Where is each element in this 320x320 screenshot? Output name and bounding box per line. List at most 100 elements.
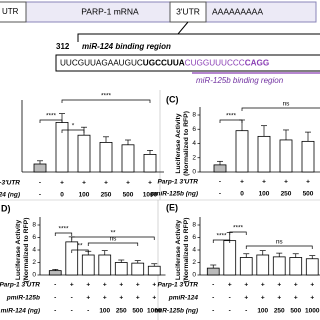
error-bar	[283, 129, 289, 140]
row-label: Parp-1 3'UTR	[0, 282, 40, 289]
bracket	[77, 21, 189, 42]
significance-label: *	[72, 123, 75, 130]
row-cell: 0	[60, 192, 64, 199]
bar	[279, 139, 293, 173]
utr5-box	[0, 1, 27, 23]
row-cell: +	[284, 179, 288, 186]
row-cell: +	[152, 295, 156, 302]
row-cell: -	[71, 308, 73, 315]
row-cell: 500	[290, 308, 301, 315]
error-bar	[217, 160, 223, 165]
y-axis-label: (Normalized to RFP)	[183, 111, 190, 176]
row-cell: +	[103, 295, 107, 302]
row-cell: +	[244, 295, 248, 302]
error-bar	[125, 139, 131, 145]
row-cell: +	[244, 282, 248, 289]
significance-bracket	[54, 232, 73, 236]
utr5-label: UTR	[2, 7, 19, 16]
bar	[239, 257, 253, 276]
row-cell: +	[310, 282, 314, 289]
row-cell: -	[229, 295, 231, 302]
row-cell: -	[87, 308, 89, 315]
mir124-region: miR-124 binding region	[82, 42, 171, 51]
row-cell: +	[277, 282, 281, 289]
row-cell: +	[306, 179, 310, 186]
significance-bracket	[245, 245, 313, 249]
error-bar	[261, 125, 267, 137]
y-tick-label: 8	[32, 222, 36, 229]
bar	[33, 163, 47, 173]
y-tick-label: 2	[192, 259, 196, 266]
row-cell: +	[152, 282, 156, 289]
row-cell: 100	[257, 308, 268, 315]
significance-label: ****	[226, 113, 237, 120]
significance-label: ns	[276, 239, 284, 246]
error-bar	[118, 259, 125, 263]
bar	[99, 141, 113, 173]
significance-bracket	[61, 99, 151, 103]
significance-bracket	[219, 119, 243, 123]
significance-label: ****	[101, 93, 112, 100]
sequence-part: CAGG	[245, 59, 270, 68]
row-cell: 1000	[147, 308, 162, 315]
sequence: UUCGUUAGAAUGUCUGCCUUACUGGUUUCCCCAGG	[60, 59, 269, 68]
row-cell: +	[240, 179, 244, 186]
sequence-part: CUGGUUUCCC	[185, 59, 245, 68]
error-bar	[243, 253, 250, 258]
row-cell: 100	[99, 308, 110, 315]
row-label: pmiR-125b (ng)	[150, 191, 198, 198]
row-cell: -	[212, 282, 214, 289]
significance-label: ****	[58, 226, 69, 233]
error-bar	[134, 260, 141, 264]
row-cell: -	[71, 295, 73, 302]
error-bar	[101, 250, 108, 255]
error-bar	[151, 263, 158, 267]
bar	[235, 130, 249, 173]
row-cell: 0	[240, 191, 244, 198]
y-tick-label: 6	[192, 234, 196, 241]
y-axis-label: (Normalized to RFP)	[23, 218, 30, 283]
error-bar	[37, 160, 43, 164]
bar	[301, 140, 315, 173]
row-cell: 250	[281, 191, 292, 198]
error-bar	[147, 150, 153, 155]
row-cell: +	[261, 295, 265, 302]
y-tick-label: 4	[192, 247, 196, 254]
row-cell: -	[54, 282, 56, 289]
row-cell: -	[54, 295, 56, 302]
row-label: Parp-1 3'UTR	[157, 282, 198, 289]
y-tick-label: 4	[192, 140, 196, 147]
error-bar	[103, 136, 109, 143]
y-tick-label: 6	[192, 126, 196, 133]
sequence-part: UUCGUUAGAAUGUC	[60, 59, 143, 68]
panel-label: (E)	[166, 202, 178, 212]
mrna-label: PARP-1 mRNA	[81, 6, 139, 16]
bar	[65, 241, 79, 276]
significance-label: **	[110, 230, 116, 237]
significance-label: ****	[233, 225, 244, 232]
bar	[213, 164, 227, 173]
mir125b-region: miR-125b binding region	[196, 76, 284, 85]
significance-bracket	[229, 231, 247, 235]
bar	[48, 270, 62, 276]
row-cell: +	[86, 295, 90, 302]
row-cell: +	[126, 180, 130, 187]
row-cell: -	[229, 308, 231, 315]
row-cell: 1000	[305, 308, 320, 315]
row-cell: 250	[116, 308, 127, 315]
significance-bracket	[241, 107, 320, 111]
error-bar	[210, 264, 217, 269]
error-bar	[309, 255, 316, 259]
significance-bracket	[71, 236, 155, 240]
row-cell: +	[136, 282, 140, 289]
bar	[143, 153, 157, 173]
row-label: pmiR-124	[168, 295, 199, 302]
row-cell: -	[39, 192, 41, 199]
y-tick-label: 8	[192, 222, 196, 229]
y-axis-label: Luciferase Activity	[175, 220, 182, 280]
y-tick-label: 8	[192, 112, 196, 119]
row-cell: +	[70, 282, 74, 289]
y-tick-label: 6	[32, 234, 36, 241]
